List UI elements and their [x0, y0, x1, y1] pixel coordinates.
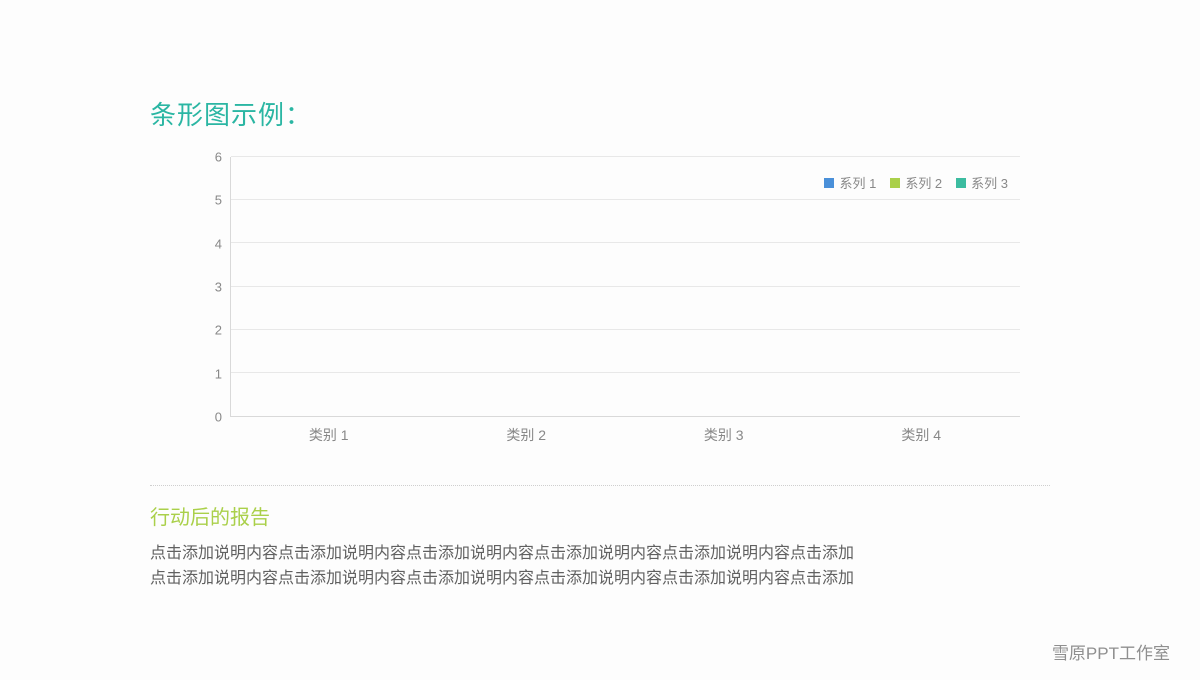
- legend-item: 系列 2: [890, 173, 942, 192]
- bar-groups: [231, 157, 1020, 416]
- y-tick-label: 2: [215, 323, 222, 338]
- x-tick-label: 类别 1: [264, 425, 394, 445]
- y-tick-label: 3: [215, 280, 222, 295]
- grid-line: [231, 199, 1020, 200]
- x-tick-label: 类别 4: [856, 425, 986, 445]
- chart-title: 条形图示例：: [150, 95, 1050, 132]
- watermark: 雪原PPT工作室: [1052, 639, 1170, 664]
- section-subtitle: 行动后的报告: [150, 501, 1050, 530]
- body-paragraph: 点击添加说明内容点击添加说明内容点击添加说明内容点击添加说明内容点击添加说明内容…: [150, 542, 1050, 592]
- plot-area: [230, 157, 1020, 417]
- y-tick-label: 5: [215, 193, 222, 208]
- y-tick-label: 0: [215, 410, 222, 425]
- legend-swatch: [890, 178, 900, 188]
- chart-legend: 系列 1 系列 2 系列 3: [824, 173, 1008, 192]
- y-axis: 0123456: [200, 157, 230, 417]
- y-tick-label: 1: [215, 366, 222, 381]
- body-line: 点击添加说明内容点击添加说明内容点击添加说明内容点击添加说明内容点击添加说明内容…: [150, 570, 854, 587]
- grid-line: [231, 372, 1020, 373]
- legend-label: 系列 2: [905, 173, 942, 192]
- legend-swatch: [824, 178, 834, 188]
- x-tick-label: 类别 2: [461, 425, 591, 445]
- section-divider: [150, 485, 1050, 486]
- x-tick-label: 类别 3: [659, 425, 789, 445]
- legend-label: 系列 1: [839, 173, 876, 192]
- bar-chart: 系列 1 系列 2 系列 3 0123456 类别 1 类别 2 类别 3 类别 4: [230, 157, 1020, 445]
- legend-item: 系列 1: [824, 173, 876, 192]
- slide-content: 条形图示例： 系列 1 系列 2 系列 3 0123456 类别 1类别 2类别…: [0, 0, 1200, 592]
- y-tick-label: 4: [215, 236, 222, 251]
- grid-line: [231, 242, 1020, 243]
- x-axis-labels: 类别 1 类别 2 类别 3 类别 4: [230, 425, 1020, 445]
- grid-line: [231, 286, 1020, 287]
- grid-line: [231, 329, 1020, 330]
- legend-item: 系列 3: [956, 173, 1008, 192]
- legend-label: 系列 3: [971, 173, 1008, 192]
- body-line: 点击添加说明内容点击添加说明内容点击添加说明内容点击添加说明内容点击添加说明内容…: [150, 545, 854, 562]
- grid-line: [231, 156, 1020, 157]
- chart-area: 0123456: [230, 157, 1020, 417]
- y-tick-label: 6: [215, 150, 222, 165]
- legend-swatch: [956, 178, 966, 188]
